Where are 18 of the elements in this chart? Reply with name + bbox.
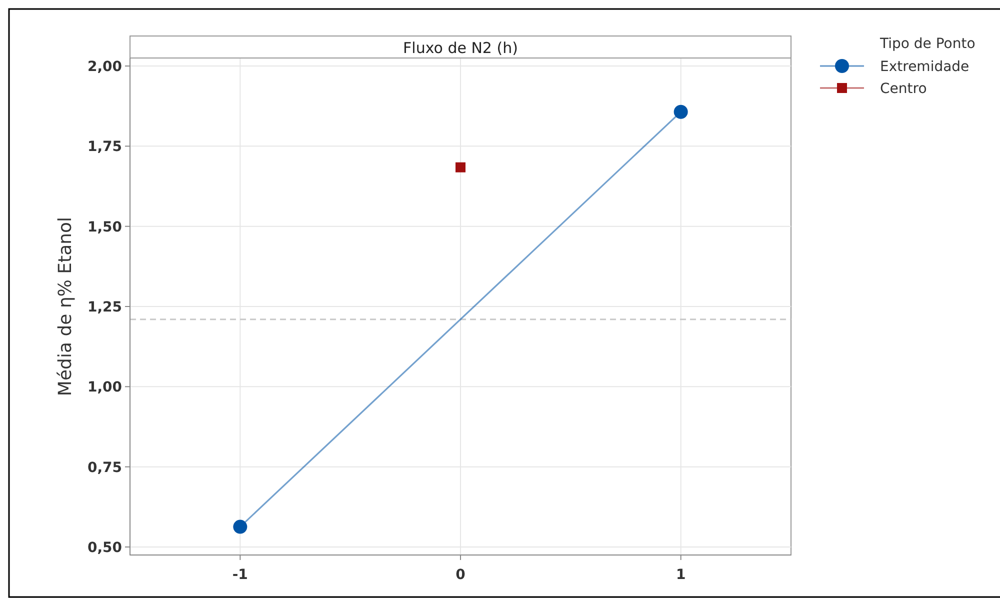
- y-axis-title: Média de η% Etanol: [55, 216, 76, 396]
- y-tick-label: 1,25: [87, 300, 122, 316]
- point: [233, 520, 248, 534]
- x-tick-label: 1: [676, 567, 686, 583]
- y-tick-label: 0,75: [87, 460, 122, 476]
- legend-title: Tipo de Ponto: [879, 36, 976, 52]
- legend-label: Extremidade: [880, 59, 970, 75]
- y-tick-label: 1,75: [87, 139, 122, 156]
- y-tick-label: 2,00: [87, 59, 122, 76]
- point: [456, 162, 466, 172]
- x-tick-label: -1: [232, 567, 248, 583]
- y-tick-label: 1,00: [87, 380, 122, 396]
- x-tick-label: 0: [456, 567, 466, 583]
- legend-label: Centro: [880, 81, 927, 97]
- point: [674, 104, 688, 119]
- y-tick-label: 0,50: [87, 540, 122, 556]
- y-tick-label: 1,50: [87, 219, 122, 236]
- chart-title: Fluxo de N2 (h): [403, 39, 518, 57]
